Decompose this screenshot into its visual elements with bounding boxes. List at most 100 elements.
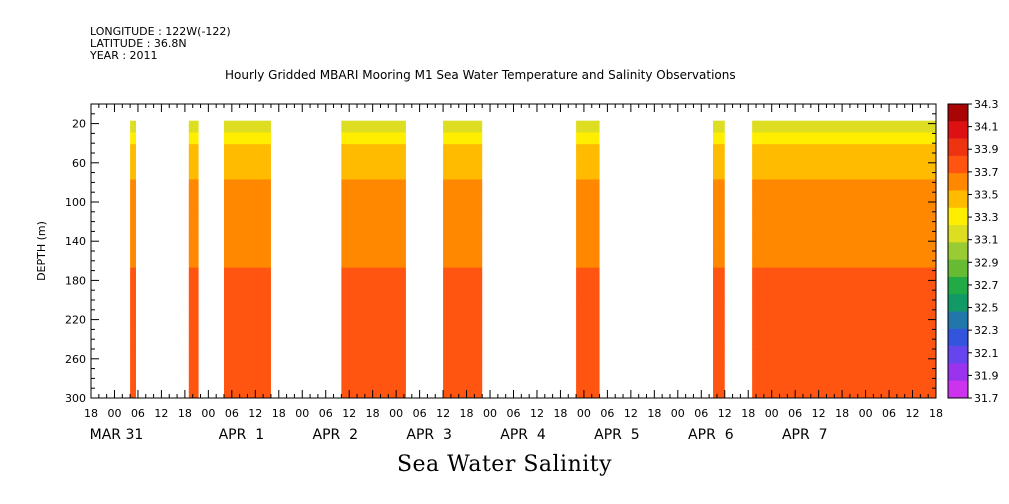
salinity-cell [443, 255, 483, 263]
data-segment [224, 120, 271, 398]
salinity-cell [224, 120, 271, 128]
salinity-cell [752, 285, 936, 292]
y-tick-label: 260 [65, 353, 86, 366]
salinity-cell [130, 238, 136, 245]
salinity-cell [713, 197, 725, 204]
x-tick-label: 18 [178, 407, 192, 420]
salinity-cell [130, 191, 136, 198]
salinity-cell [752, 126, 936, 133]
salinity-cell [576, 132, 600, 139]
salinity-cell [576, 291, 600, 298]
data-segment [713, 120, 725, 398]
x-tick-label: 12 [248, 407, 262, 420]
salinity-cell [130, 285, 136, 292]
salinity-cell [130, 308, 136, 316]
colorbar-label: 33.3 [974, 211, 999, 224]
salinity-cell [752, 379, 936, 386]
salinity-cell [576, 202, 600, 210]
salinity-cell [188, 202, 199, 210]
salinity-cell [443, 355, 483, 363]
salinity-cell [341, 291, 406, 298]
salinity-cell [443, 120, 483, 128]
salinity-cell [713, 179, 725, 186]
colorbar-swatch [948, 121, 968, 139]
salinity-cell [713, 291, 725, 298]
salinity-cell [713, 355, 725, 363]
salinity-cell [188, 349, 199, 357]
colorbar-label: 31.7 [974, 392, 999, 405]
salinity-cell [341, 355, 406, 363]
salinity-cell [188, 191, 199, 198]
salinity-cell [224, 308, 271, 316]
salinity-cell [224, 349, 271, 357]
salinity-cell [188, 214, 199, 222]
salinity-cell [188, 367, 199, 374]
salinity-cell [443, 302, 483, 310]
salinity-cell [752, 297, 936, 304]
x-tick-label: 12 [812, 407, 826, 420]
salinity-cell [713, 214, 725, 222]
salinity-cell [443, 167, 483, 175]
salinity-cell [188, 267, 199, 275]
salinity-cell [752, 132, 936, 139]
salinity-cell [443, 261, 483, 269]
salinity-cell [341, 361, 406, 369]
salinity-cell [713, 373, 725, 380]
colorbar-swatch [948, 104, 968, 122]
salinity-cell [752, 391, 936, 398]
salinity-cell [713, 367, 725, 374]
x-tick-label: 06 [225, 407, 239, 420]
salinity-cell [188, 302, 199, 310]
salinity-cell [188, 126, 199, 133]
x-tick-label: 12 [530, 407, 544, 420]
salinity-cell [713, 226, 725, 233]
salinity-cell [576, 150, 600, 157]
salinity-cell [341, 238, 406, 245]
salinity-cell [576, 385, 600, 392]
data-segment [188, 120, 199, 398]
salinity-cell [713, 232, 725, 239]
salinity-cell [576, 302, 600, 310]
salinity-cell [713, 326, 725, 333]
salinity-cell [341, 373, 406, 380]
x-tick-label: 06 [319, 407, 333, 420]
colorbar-label: 32.1 [974, 347, 999, 360]
salinity-cell [130, 273, 136, 280]
salinity-cell [576, 355, 600, 363]
salinity-cell [576, 250, 600, 257]
x-tick-label: 12 [154, 407, 168, 420]
salinity-cell [443, 179, 483, 186]
salinity-cell [752, 185, 936, 192]
salinity-cell [443, 197, 483, 204]
salinity-cell [713, 132, 725, 139]
x-date-label: APR 6 [688, 427, 734, 443]
salinity-cell [188, 238, 199, 245]
salinity-cell [752, 326, 936, 333]
salinity-cell [224, 326, 271, 333]
salinity-cell [576, 155, 600, 163]
data-segment [130, 120, 136, 398]
salinity-cell [576, 138, 600, 145]
salinity-cell [752, 197, 936, 204]
salinity-cell [443, 308, 483, 316]
salinity-cell [341, 385, 406, 392]
salinity-cell [188, 197, 199, 204]
salinity-cell [713, 208, 725, 216]
colorbar-swatch [948, 346, 968, 364]
salinity-cell [576, 161, 600, 169]
salinity-cell [443, 297, 483, 304]
y-axis: 20 60 100 140 180 220 260 300 [65, 103, 936, 405]
colorbar: 34.3 34.1 33.9 33.7 33.5 33.3 33.1 32.9 32.7 32.5… [947, 98, 999, 405]
salinity-cell [130, 261, 136, 269]
salinity-cell [576, 197, 600, 204]
colorbar-label: 32.3 [974, 324, 999, 337]
salinity-cell [224, 191, 271, 198]
salinity-cell [188, 232, 199, 239]
salinity-cell [341, 144, 406, 151]
x-tick-label: 00 [859, 407, 873, 420]
salinity-cell [752, 261, 936, 269]
salinity-cell [341, 197, 406, 204]
salinity-cell [341, 308, 406, 316]
y-tick-label: 60 [72, 157, 86, 170]
salinity-cell [713, 279, 725, 286]
